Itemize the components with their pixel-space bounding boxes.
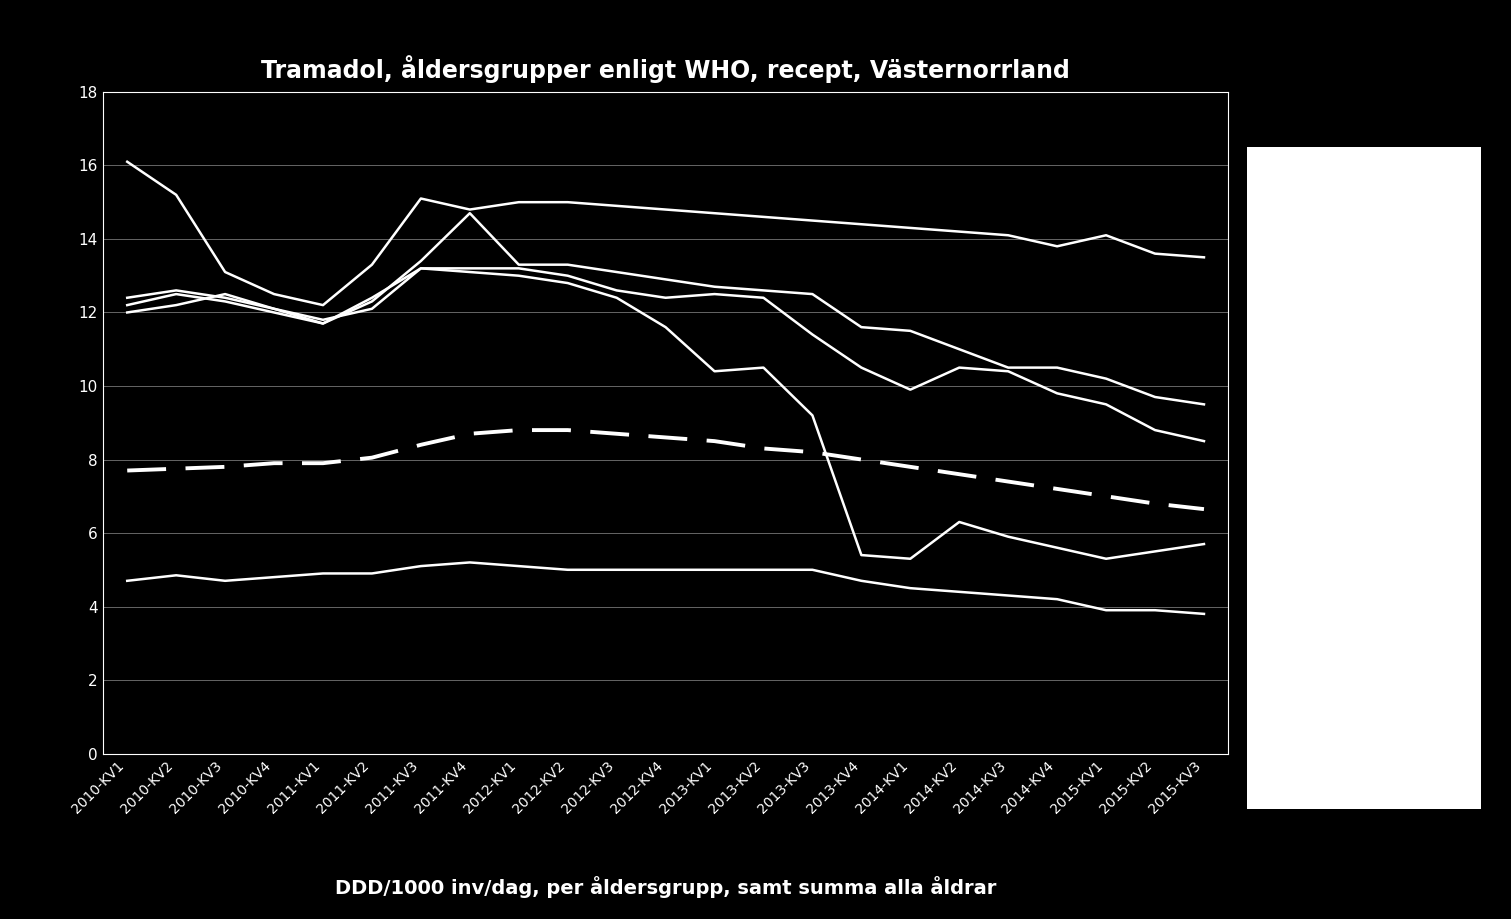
Title: Tramadol, åldersgrupper enligt WHO, recept, Västernorrland: Tramadol, åldersgrupper enligt WHO, rece… <box>261 55 1070 83</box>
Text: DDD/1000 inv/dag, per åldersgrupp, samt summa alla åldrar: DDD/1000 inv/dag, per åldersgrupp, samt … <box>335 876 996 898</box>
